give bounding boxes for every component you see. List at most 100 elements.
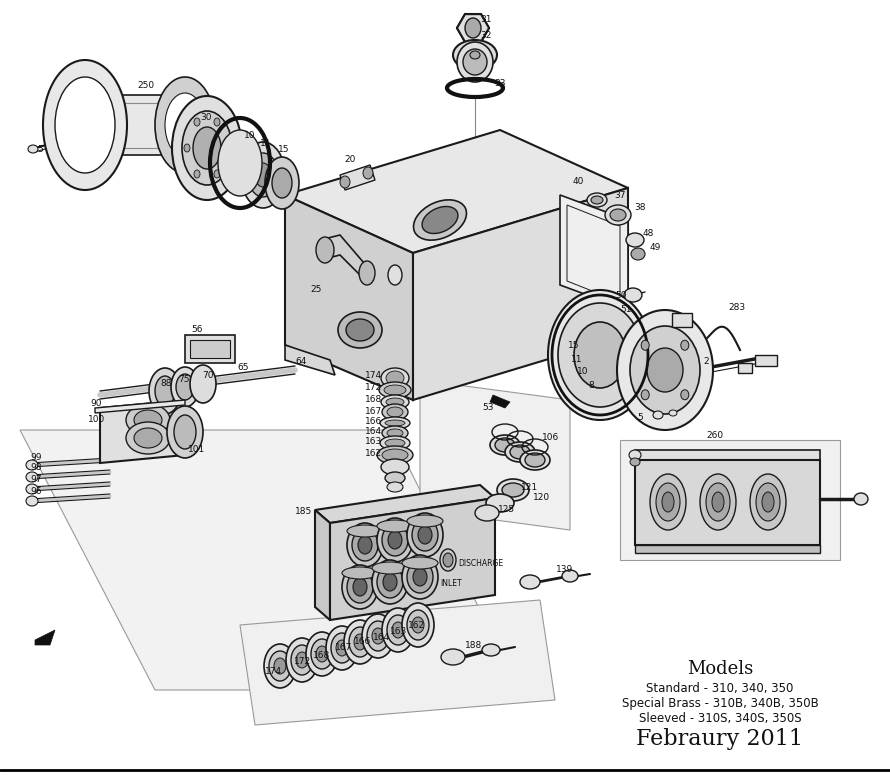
Ellipse shape: [182, 111, 232, 185]
Text: 11: 11: [571, 356, 582, 364]
Ellipse shape: [407, 515, 443, 527]
Ellipse shape: [126, 422, 170, 454]
Ellipse shape: [377, 446, 413, 464]
Ellipse shape: [413, 568, 427, 586]
Ellipse shape: [383, 573, 397, 591]
Ellipse shape: [382, 426, 408, 440]
Ellipse shape: [497, 479, 529, 501]
Ellipse shape: [224, 144, 230, 152]
Ellipse shape: [558, 303, 642, 407]
Ellipse shape: [381, 459, 409, 475]
Ellipse shape: [176, 374, 194, 400]
Text: 20: 20: [344, 155, 355, 163]
Ellipse shape: [28, 145, 38, 153]
Ellipse shape: [347, 571, 373, 603]
Text: 98: 98: [30, 464, 42, 472]
Ellipse shape: [587, 193, 607, 207]
Ellipse shape: [387, 615, 409, 645]
Text: 5: 5: [37, 145, 43, 153]
Ellipse shape: [407, 610, 429, 640]
Text: 101: 101: [188, 446, 206, 454]
Polygon shape: [285, 345, 335, 375]
Ellipse shape: [218, 130, 262, 196]
Ellipse shape: [712, 492, 724, 512]
Ellipse shape: [412, 519, 438, 551]
Ellipse shape: [641, 389, 649, 400]
Text: 162: 162: [365, 450, 382, 458]
Ellipse shape: [756, 483, 780, 521]
Text: 166: 166: [354, 637, 371, 647]
Ellipse shape: [470, 51, 480, 59]
Ellipse shape: [379, 382, 411, 398]
Ellipse shape: [194, 118, 200, 126]
Text: 10: 10: [244, 131, 255, 139]
Ellipse shape: [372, 560, 408, 604]
Text: 11: 11: [260, 138, 271, 148]
Polygon shape: [490, 395, 510, 408]
Text: 250: 250: [137, 81, 154, 89]
Ellipse shape: [193, 127, 221, 169]
Polygon shape: [315, 485, 495, 523]
Ellipse shape: [380, 436, 410, 450]
Ellipse shape: [336, 640, 348, 656]
Ellipse shape: [349, 627, 371, 657]
Text: 8: 8: [588, 382, 594, 390]
Text: 15: 15: [278, 145, 289, 155]
Ellipse shape: [617, 310, 713, 430]
Ellipse shape: [43, 60, 127, 190]
Ellipse shape: [248, 153, 278, 197]
Ellipse shape: [380, 417, 410, 429]
Ellipse shape: [510, 445, 530, 459]
Text: 40: 40: [573, 177, 585, 185]
Ellipse shape: [402, 555, 438, 599]
Ellipse shape: [381, 368, 409, 388]
Bar: [672, 313, 692, 327]
Ellipse shape: [624, 288, 642, 302]
Polygon shape: [635, 545, 820, 553]
Ellipse shape: [418, 526, 432, 544]
Ellipse shape: [353, 578, 367, 596]
Ellipse shape: [443, 553, 453, 567]
Ellipse shape: [241, 142, 285, 208]
Polygon shape: [240, 600, 555, 725]
Text: 90: 90: [90, 399, 101, 407]
Text: Standard - 310, 340, 350: Standard - 310, 340, 350: [646, 682, 794, 695]
Ellipse shape: [629, 450, 641, 460]
Ellipse shape: [363, 167, 373, 179]
Ellipse shape: [359, 261, 375, 285]
Text: 106: 106: [542, 433, 559, 443]
Ellipse shape: [387, 482, 403, 492]
Ellipse shape: [465, 18, 481, 38]
Ellipse shape: [475, 505, 499, 521]
Ellipse shape: [414, 200, 466, 240]
Text: 48: 48: [643, 228, 654, 238]
Ellipse shape: [386, 398, 404, 406]
Ellipse shape: [392, 622, 404, 638]
Bar: [738, 363, 752, 373]
Text: 100: 100: [88, 415, 105, 425]
Polygon shape: [85, 95, 185, 155]
Ellipse shape: [311, 639, 333, 669]
Polygon shape: [413, 188, 628, 400]
Text: 64: 64: [295, 357, 306, 367]
Ellipse shape: [26, 496, 38, 506]
Text: 5: 5: [637, 414, 643, 422]
Ellipse shape: [286, 638, 318, 682]
Ellipse shape: [184, 144, 190, 152]
Ellipse shape: [486, 494, 514, 512]
Ellipse shape: [377, 520, 413, 532]
Text: 97: 97: [30, 475, 42, 485]
Polygon shape: [95, 400, 185, 413]
Text: INLET: INLET: [440, 579, 462, 587]
Text: 56: 56: [191, 325, 203, 333]
Ellipse shape: [326, 626, 358, 670]
Ellipse shape: [641, 340, 649, 350]
Text: 164: 164: [373, 633, 390, 641]
Text: 33: 33: [494, 80, 506, 88]
Text: 2: 2: [703, 357, 708, 367]
Text: 185: 185: [295, 508, 312, 516]
Ellipse shape: [214, 170, 220, 178]
Ellipse shape: [653, 411, 663, 419]
Polygon shape: [100, 400, 185, 463]
Ellipse shape: [388, 531, 402, 549]
